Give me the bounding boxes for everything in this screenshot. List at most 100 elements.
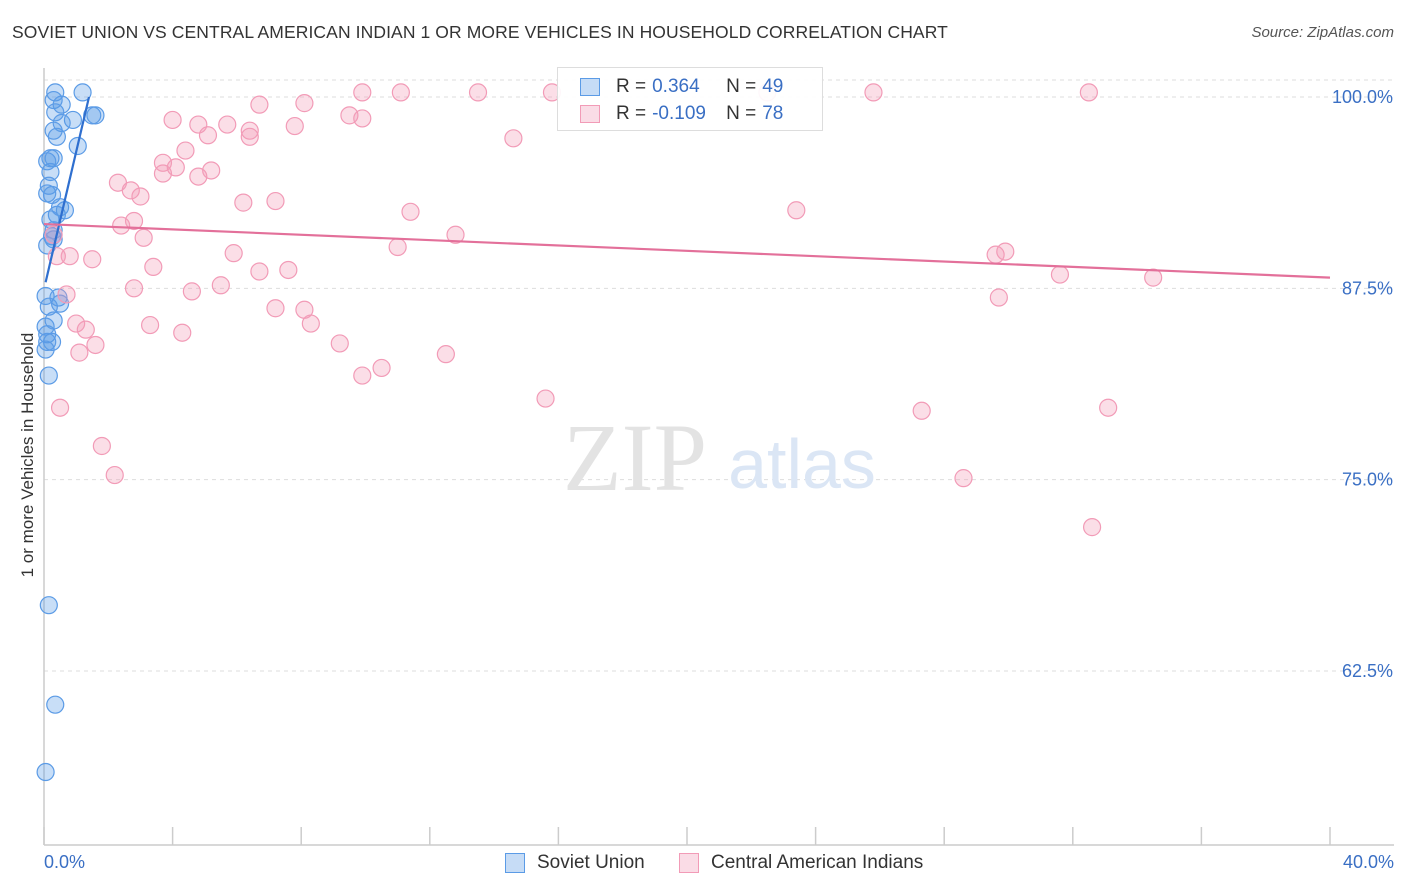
central-american-indians-point — [266, 191, 285, 211]
source-label: Source: ZipAtlas.com — [1251, 24, 1394, 41]
central-american-indians-point — [536, 389, 555, 408]
soviet-union-point — [50, 294, 70, 313]
central-american-indians-point — [218, 115, 237, 134]
grid-lines — [44, 79, 1394, 672]
soviet-union-point — [86, 106, 105, 125]
series-legend: Soviet Union Central American Indians — [0, 852, 1406, 878]
watermark-zip: ZIP — [563, 404, 707, 511]
y-tick-label: 100.0% — [1332, 87, 1393, 107]
central-american-indians-point — [468, 83, 488, 102]
central-american-indians-point — [211, 276, 230, 295]
central-american-indians-swatch — [580, 105, 600, 123]
central-american-indians-point — [50, 398, 70, 417]
n-label: N = — [726, 103, 757, 124]
central-american-indians-point — [250, 95, 269, 114]
r-value: 0.364 — [652, 76, 700, 97]
y-tick-labels: 62.5% 75.0% 87.5% 100.0% — [1332, 87, 1393, 681]
soviet-union-point — [73, 83, 92, 102]
central-american-indians-point — [285, 116, 304, 136]
central-american-indians-point — [295, 94, 314, 113]
central-american-indians-point — [1099, 398, 1118, 417]
central-american-indians-point — [279, 260, 298, 280]
soviet-union-point — [36, 317, 55, 336]
soviet-union-swatch — [580, 78, 600, 96]
n-value: 49 — [762, 76, 784, 97]
central-american-indians-point — [250, 262, 269, 281]
soviet-union-point — [39, 297, 58, 316]
central-american-indians-point — [986, 245, 1005, 264]
n-value: 78 — [762, 103, 784, 124]
central-american-indians-point — [153, 164, 173, 183]
soviet-union-point — [47, 127, 66, 146]
central-american-indians-point — [86, 335, 105, 355]
central-american-indians-point — [989, 288, 1008, 307]
soviet-union-point — [39, 596, 58, 615]
soviet-union-point — [46, 103, 65, 122]
soviet-union-trend-line — [44, 96, 91, 283]
r-value: -0.109 — [652, 103, 706, 124]
stats-legend: R = 0.364 N = 49 R = -0.109 N = 78 — [557, 67, 823, 131]
y-tick-label: 75.0% — [1342, 470, 1393, 490]
soviet-union-point — [41, 162, 60, 182]
central-american-indians-point — [144, 257, 163, 277]
stats-row-soviet-union: R = 0.364 N = 49 — [580, 74, 784, 100]
central-american-indians-point — [372, 358, 391, 378]
central-american-indians-point — [1079, 83, 1098, 102]
central-american-indians-point — [92, 436, 111, 456]
central-american-indians-point — [112, 216, 131, 235]
central-american-indians-point — [76, 320, 95, 339]
central-american-indians-point — [57, 285, 76, 304]
y-tick-label: 62.5% — [1342, 661, 1393, 681]
legend-item-central-american-indians[interactable]: Central American Indians — [679, 852, 923, 874]
y-tick-label: 87.5% — [1342, 278, 1393, 298]
soviet-union-point — [36, 340, 55, 359]
soviet-union-point — [36, 762, 55, 782]
chart-title: SOVIET UNION VS CENTRAL AMERICAN INDIAN … — [12, 22, 948, 42]
central-american-indians-point — [353, 83, 372, 102]
trend-lines — [43, 96, 1331, 283]
r-label: R = — [616, 103, 647, 124]
central-american-indians-point — [954, 469, 973, 488]
central-american-indians-point — [70, 343, 89, 362]
legend-item-soviet-union[interactable]: Soviet Union — [505, 852, 645, 874]
r-label: R = — [616, 76, 647, 97]
legend-label-soviet-union: Soviet Union — [537, 852, 645, 873]
central-american-indians-point — [44, 225, 63, 244]
central-american-indians-point — [240, 127, 259, 146]
data-points — [36, 83, 1163, 782]
central-american-indians-point — [134, 228, 153, 247]
central-american-indians-point — [83, 250, 102, 269]
central-american-indians-point — [121, 181, 140, 200]
central-american-indians-trend-line — [43, 222, 1331, 279]
stats-row-central-american-indians: R = -0.109 N = 78 — [580, 101, 784, 127]
x-tick-label-min: 0.0% — [44, 852, 86, 872]
central-american-indians-point — [189, 167, 208, 186]
central-american-indians-point — [912, 401, 931, 420]
legend-label-central-american-indians: Central American Indians — [711, 852, 924, 873]
axes — [43, 68, 1394, 846]
x-tick-label-max: 40.0% — [1342, 852, 1394, 872]
central-american-indians-point — [140, 315, 160, 335]
central-american-indians-legend-swatch — [679, 853, 699, 873]
central-american-indians-point — [787, 201, 806, 220]
central-american-indians-point — [105, 465, 124, 485]
central-american-indians-point — [124, 279, 144, 298]
central-american-indians-point — [353, 109, 372, 128]
central-american-indians-point — [240, 121, 259, 140]
soviet-union-point — [38, 332, 57, 352]
soviet-union-legend-swatch — [505, 853, 525, 873]
central-american-indians-point — [436, 345, 455, 364]
central-american-indians-point — [163, 110, 182, 130]
central-american-indians-point — [131, 187, 150, 206]
central-american-indians-point — [353, 366, 372, 385]
soviet-union-point — [46, 695, 65, 714]
n-label: N = — [726, 76, 757, 97]
central-american-indians-point — [391, 83, 410, 102]
central-american-indians-point — [401, 202, 420, 221]
central-american-indians-point — [1082, 518, 1102, 537]
central-american-indians-point — [388, 237, 407, 257]
central-american-indians-point — [60, 247, 79, 266]
watermark-atlas: atlas — [728, 425, 876, 503]
central-american-indians-point — [266, 299, 285, 318]
